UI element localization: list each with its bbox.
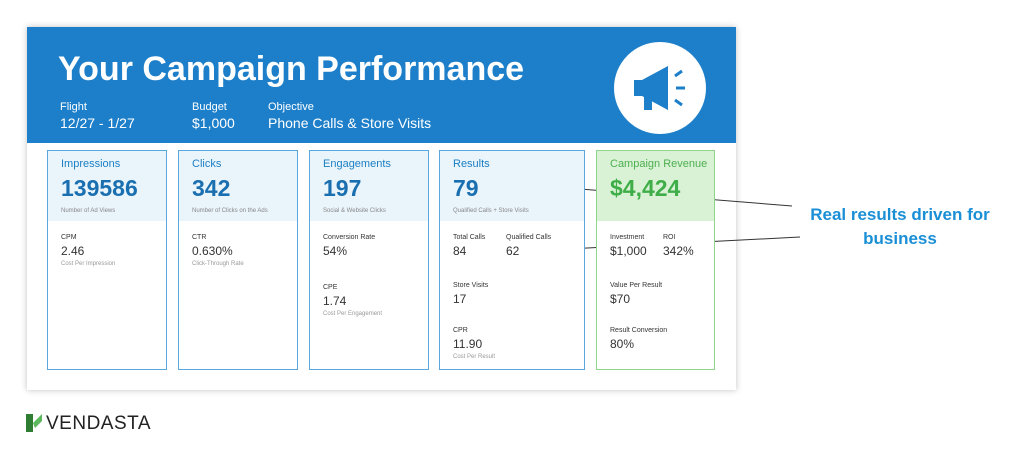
card-title: Impressions: [61, 158, 121, 170]
metric-label: Conversion Rate: [323, 234, 376, 241]
logo-text: VENDASTA: [46, 413, 152, 434]
metric-label: ROI: [663, 234, 676, 241]
metric-value: 0.630%: [192, 244, 233, 258]
metric-value: $1,000: [610, 244, 647, 258]
metric-card: Campaign Revenue $4,424 Investment $1,000 RO…: [596, 150, 715, 370]
card-header-bg: [310, 151, 428, 221]
megaphone-icon: [614, 42, 706, 134]
field-value: $1,000: [192, 115, 235, 131]
metric-value: $70: [610, 292, 631, 306]
metric-value: 84: [453, 244, 467, 258]
metric-value: 80%: [610, 337, 635, 351]
metric-label: Qualified Calls: [506, 234, 552, 241]
field-value: Phone Calls & Store Visits: [268, 115, 432, 131]
logo-icon: [26, 414, 42, 432]
card-header-bg: [48, 151, 166, 221]
card-title: Campaign Revenue: [610, 158, 708, 170]
metric-value: 342%: [663, 244, 694, 258]
card-header-bg: [440, 151, 584, 221]
card-subtitle: Number of Clicks on the Ads: [192, 208, 268, 214]
metric-description: Cost Per Result: [453, 354, 496, 360]
card-value: $4,424: [610, 175, 681, 201]
metric-description: Cost Per Impression: [61, 261, 116, 267]
card-subtitle: Social & Website Clicks: [323, 208, 386, 214]
card-value: 197: [323, 175, 362, 201]
card-header-bg: [597, 151, 714, 221]
metric-label: CPR: [453, 327, 468, 334]
card-value: 79: [453, 175, 479, 201]
metric-label: CTR: [192, 234, 207, 241]
card-value: 139586: [61, 175, 138, 201]
card-subtitle: Number of Ad Views: [61, 208, 116, 214]
metric-value: 2.46: [61, 244, 85, 258]
metric-value: 54%: [323, 244, 348, 258]
card-title: Engagements: [323, 158, 391, 170]
metric-label: Total Calls: [453, 234, 486, 241]
card-subtitle: Qualified Calls + Store Visits: [453, 208, 529, 214]
card-title: Clicks: [192, 158, 222, 170]
metric-card: Impressions 139586 Number of Ad Views CPM 2.…: [47, 150, 167, 370]
card-header-bg: [179, 151, 297, 221]
field-label: Objective: [268, 101, 314, 113]
field-label: Budget: [192, 101, 227, 113]
card-title: Results: [453, 158, 490, 170]
metric-description: Click-Through Rate: [192, 261, 244, 267]
header-title: Your Campaign Performance: [58, 50, 525, 88]
metric-label: Value Per Result: [610, 282, 663, 289]
annotation-text: Real results driven for business: [810, 205, 990, 248]
metric-card: Clicks 342 Number of Clicks on the Ads CTR 0…: [178, 150, 298, 370]
metric-value: 62: [506, 244, 520, 258]
metric-value: 1.74: [323, 294, 347, 308]
metric-description: Cost Per Engagement: [323, 311, 383, 317]
metric-label: Investment: [610, 234, 645, 241]
field-value: 12/27 - 1/27: [60, 115, 135, 131]
metric-label: Store Visits: [453, 282, 489, 289]
metric-value: 11.90: [453, 337, 483, 351]
metric-label: Result Conversion: [610, 327, 668, 334]
metric-card: Engagements 197 Social & Website Clicks Con…: [309, 150, 429, 370]
metric-label: CPE: [323, 284, 338, 291]
card-value: 342: [192, 175, 231, 201]
field-label: Flight: [60, 101, 87, 113]
metric-card: Results 79 Qualified Calls + Store Visits T…: [439, 150, 585, 370]
metric-label: CPM: [61, 234, 77, 241]
metric-value: 17: [453, 292, 467, 306]
